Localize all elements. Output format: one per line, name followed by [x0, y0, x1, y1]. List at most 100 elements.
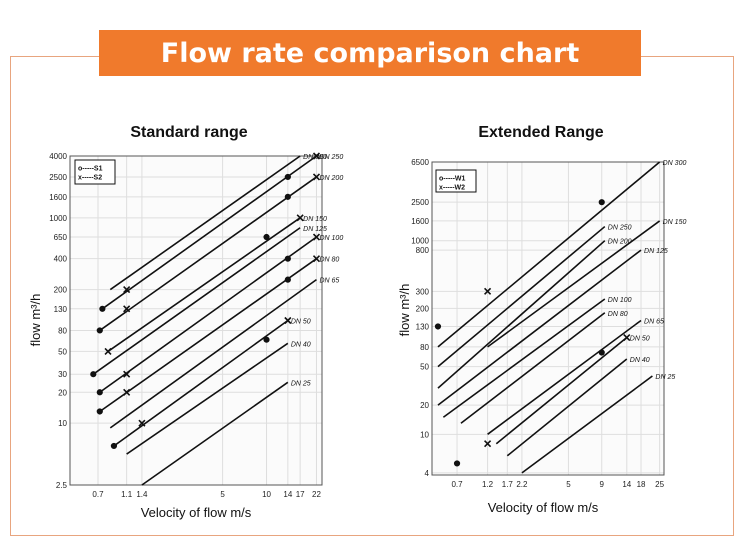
x-tick-label: 5 — [220, 490, 225, 499]
y-tick-label: 30 — [58, 370, 67, 379]
chart-title-extended: Extended Range — [478, 124, 604, 141]
point-marker-cross — [623, 333, 631, 342]
x-tick-label: 22 — [312, 490, 321, 499]
point-marker-circle — [284, 255, 291, 262]
y-tick-label: 2500 — [49, 173, 67, 182]
point-marker-cross — [312, 255, 321, 263]
y-axis-label: flow m³/h — [397, 284, 412, 337]
point-marker-circle — [598, 349, 605, 356]
series-line — [437, 249, 642, 406]
y-axis-label: flow m³/h — [28, 294, 43, 347]
series-line — [487, 220, 661, 348]
point-marker-cross — [484, 440, 492, 448]
y-tick-label: 650 — [54, 233, 68, 242]
y-tick-label: 1000 — [49, 214, 67, 223]
series-label: DN 25 — [655, 374, 675, 381]
series-line — [99, 258, 317, 413]
series-line — [101, 155, 317, 310]
series-line — [487, 319, 642, 435]
y-tick-label: 50 — [58, 347, 67, 356]
series-label: DN 100 — [608, 297, 632, 304]
point-marker-cross — [123, 388, 131, 396]
series-line — [109, 278, 317, 429]
series-label: DN 65 — [644, 318, 664, 325]
point-marker-cross — [484, 287, 492, 295]
point-marker-circle — [284, 276, 291, 283]
point-marker-cross — [296, 214, 304, 222]
point-marker-cross — [123, 286, 131, 294]
chart-panel-standard: 0.7 1.1 1.4 5 10 14 17 22 2.5 10 20 30 50 80 130 200 400… — [28, 152, 343, 499]
series-label: DN 150 — [303, 216, 327, 223]
series-line — [109, 155, 301, 291]
y-tick-label: 300 — [416, 287, 430, 296]
y-tick-label: 200 — [416, 304, 430, 313]
legend-entry: x-----S2 — [78, 175, 102, 182]
series-line — [437, 240, 606, 389]
x-tick-label: 1.2 — [482, 480, 494, 489]
point-marker-circle — [284, 193, 291, 200]
point-marker-circle — [263, 336, 270, 343]
legend-entry: x-----W2 — [439, 185, 465, 192]
x-axis-label-standard: Velocity of flow m/s — [140, 505, 252, 520]
x-axis-label-extended: Velocity of flow m/s — [487, 500, 599, 515]
series-line — [99, 176, 317, 332]
y-tick-label: 1600 — [411, 217, 429, 226]
point-marker-circle — [453, 460, 461, 467]
series-line — [460, 312, 606, 424]
point-marker-circle — [96, 327, 103, 334]
legend-box — [74, 159, 116, 185]
y-tick-label: 130 — [416, 322, 430, 331]
series-line — [107, 217, 301, 353]
x-tick-label: 17 — [296, 490, 305, 499]
x-tick-label: 2.2 — [516, 480, 528, 489]
point-marker-cross — [312, 152, 321, 160]
y-tick-label: 20 — [420, 401, 429, 410]
series-label: DN 300 — [663, 160, 687, 167]
y-tick-label: 4 — [425, 469, 430, 478]
x-tick-label: 1.7 — [502, 480, 514, 489]
point-marker-cross — [284, 316, 292, 325]
point-marker-cross — [123, 305, 131, 313]
series-label: DN 125 — [644, 248, 668, 255]
series-line — [126, 342, 289, 455]
x-tick-label: 5 — [566, 480, 571, 489]
series-label: DN 100 — [319, 235, 343, 242]
point-marker-circle — [90, 371, 97, 378]
x-tick-label: 10 — [262, 490, 271, 499]
y-tick-label: 2.5 — [56, 481, 68, 490]
point-marker-cross — [312, 173, 321, 181]
legend-box — [435, 169, 477, 193]
series-label: DN 150 — [663, 219, 687, 226]
y-tick-label: 4000 — [49, 152, 67, 161]
legend-entry: o-----W1 — [439, 176, 466, 183]
series-line — [495, 336, 628, 445]
series-label: DN 65 — [319, 278, 339, 285]
y-tick-label: 20 — [58, 388, 67, 397]
series-label: DN 250 — [608, 225, 632, 232]
y-tick-label: 800 — [416, 246, 430, 255]
point-marker-circle — [598, 199, 605, 206]
plot-area — [432, 162, 664, 475]
point-marker-circle — [96, 408, 103, 415]
point-marker-cross — [104, 347, 112, 355]
y-tick-label: 2500 — [411, 198, 429, 207]
series-line — [442, 298, 606, 418]
series-label: DN 250 — [319, 154, 343, 161]
point-marker-circle — [110, 442, 118, 450]
y-tick-label: 1600 — [49, 193, 67, 202]
x-tick-label: 14 — [622, 480, 631, 489]
page-title: Flow rate comparison chart — [99, 30, 641, 76]
x-tick-label: 14 — [283, 490, 292, 499]
y-tick-label: 200 — [54, 286, 68, 295]
series-line — [141, 381, 289, 486]
y-tick-label: 130 — [54, 305, 68, 314]
y-tick-label: 10 — [58, 419, 67, 428]
x-tick-label: 9 — [600, 480, 605, 489]
point-marker-cross — [123, 370, 131, 378]
x-tick-label: 18 — [637, 480, 646, 489]
y-tick-label: 6500 — [411, 158, 429, 167]
y-tick-label: 400 — [54, 255, 68, 264]
x-tick-label: 0.7 — [92, 490, 104, 499]
plot-area — [70, 156, 322, 485]
